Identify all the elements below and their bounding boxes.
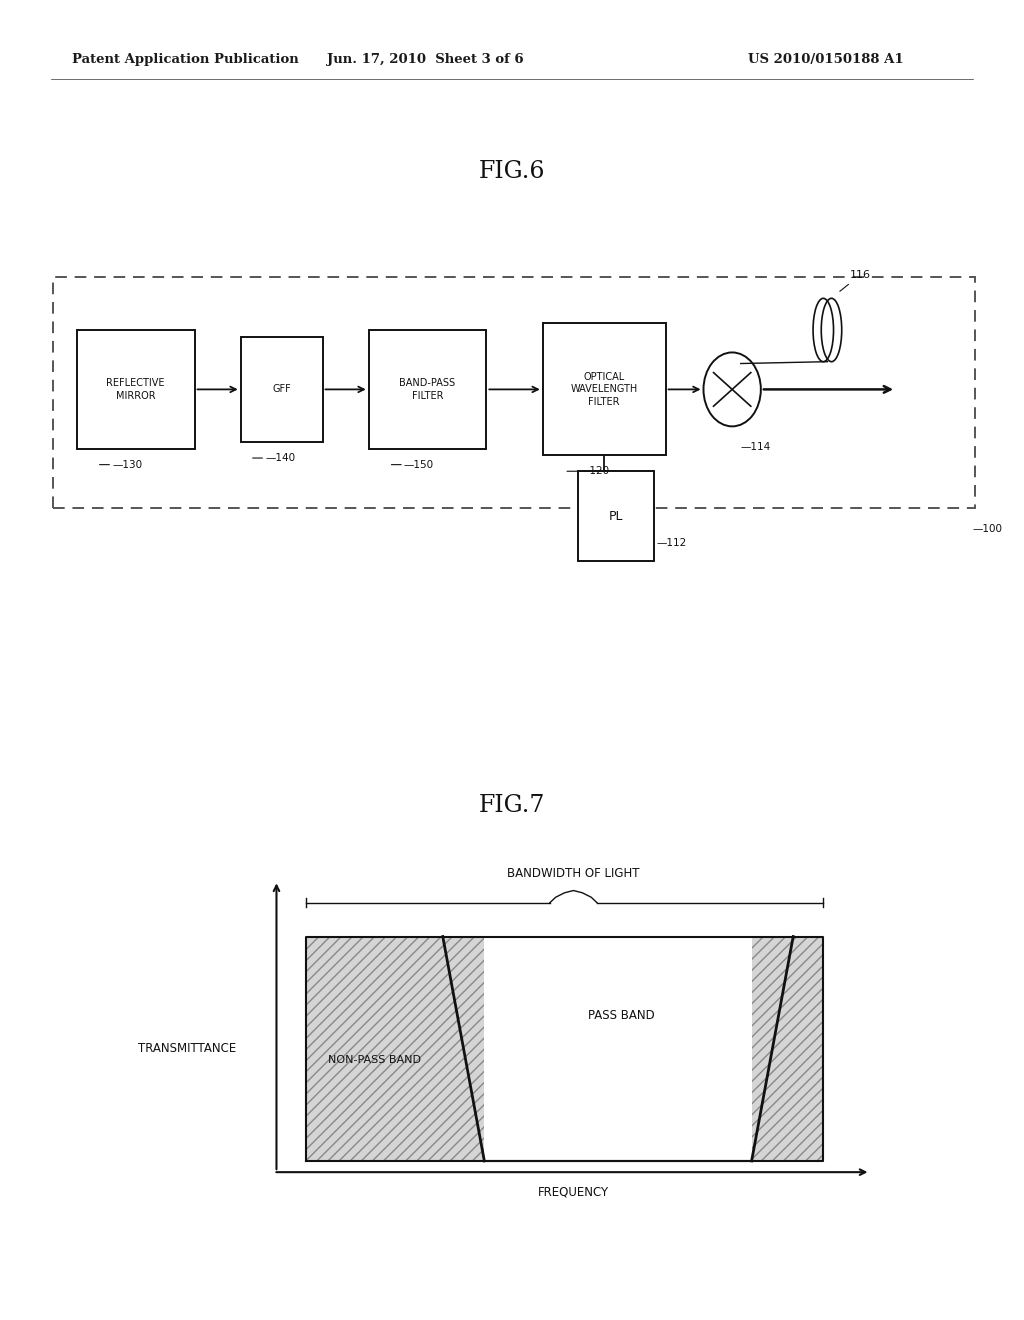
Bar [543,323,666,455]
Bar [578,471,654,561]
Bar [77,330,195,449]
Text: BANDWIDTH OF LIGHT: BANDWIDTH OF LIGHT [507,867,640,880]
Text: —112: —112 [656,539,687,548]
Text: Patent Application Publication: Patent Application Publication [72,53,298,66]
Text: FIG.7: FIG.7 [479,793,545,817]
Text: —120: —120 [580,466,609,477]
Text: REFLECTIVE
MIRROR: REFLECTIVE MIRROR [106,379,165,400]
Text: —140: —140 [265,453,295,463]
Bar [369,330,486,449]
Text: FIG.6: FIG.6 [479,160,545,183]
Text: NON-PASS BAND: NON-PASS BAND [328,1055,421,1065]
Text: BAND-PASS
FILTER: BAND-PASS FILTER [399,379,456,400]
Text: —130: —130 [113,459,142,470]
Text: OPTICAL
WAVELENGTH
FILTER: OPTICAL WAVELENGTH FILTER [570,372,638,407]
Text: Jun. 17, 2010  Sheet 3 of 6: Jun. 17, 2010 Sheet 3 of 6 [327,53,523,66]
Text: —114: —114 [740,442,771,453]
Text: —150: —150 [403,459,434,470]
Text: US 2010/0150188 A1: US 2010/0150188 A1 [748,53,903,66]
Text: 116: 116 [840,269,871,292]
Text: PL: PL [608,510,624,523]
Bar [241,337,323,442]
Bar [53,277,975,508]
Polygon shape [484,937,752,1162]
Text: FREQUENCY: FREQUENCY [538,1185,609,1199]
Polygon shape [306,937,823,1162]
Text: —100: —100 [973,524,1002,535]
Text: TRANSMITTANCE: TRANSMITTANCE [138,1043,237,1055]
Text: GFF: GFF [272,384,291,395]
Text: PASS BAND: PASS BAND [588,1008,654,1022]
